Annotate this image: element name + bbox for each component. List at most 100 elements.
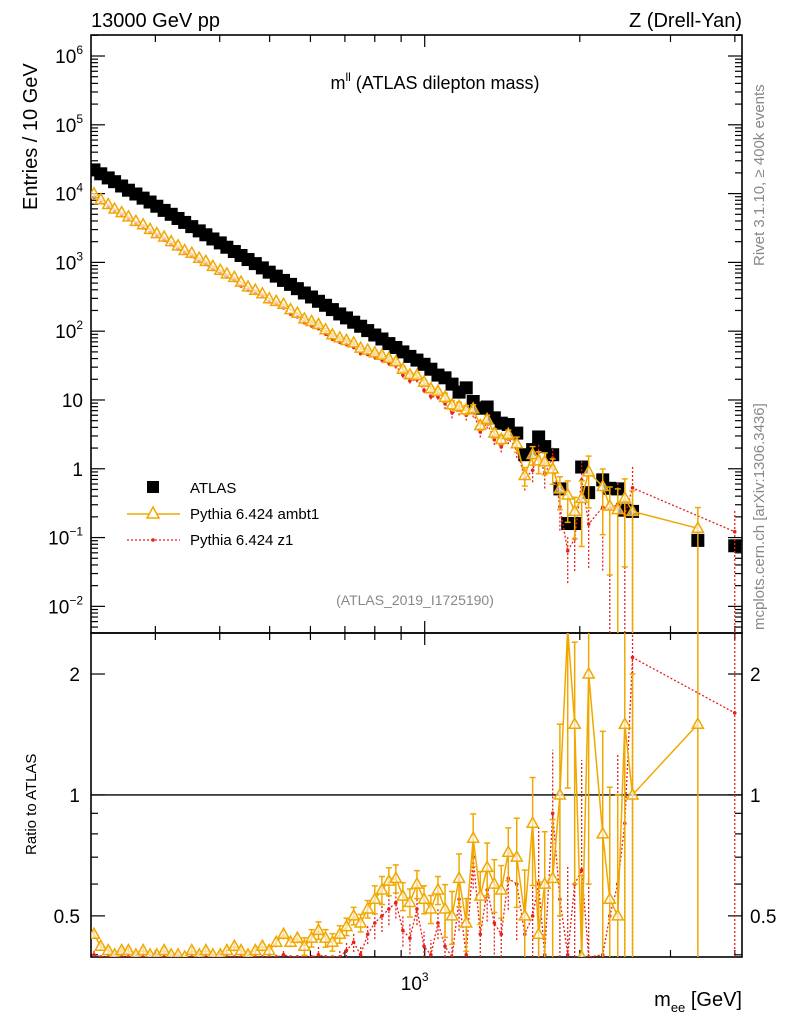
ambt1-point: [459, 915, 474, 928]
ambt1-point: [262, 291, 276, 304]
ambt1-point: [618, 490, 632, 503]
z1-point: [415, 907, 419, 911]
ambt1-point: [466, 401, 480, 414]
z1-point: [422, 944, 426, 949]
z1-point: [630, 486, 635, 490]
z1-point: [422, 388, 426, 393]
ambt1-point: [346, 335, 361, 348]
z1-point: [98, 955, 103, 957]
ambt1-point: [424, 381, 438, 394]
ambt1-point: [494, 882, 509, 895]
z1-point: [492, 921, 497, 925]
ambt1-point: [396, 361, 410, 374]
ambt1-point: [545, 870, 560, 884]
y-tick-label-base: 10: [48, 529, 69, 550]
ambt1-point: [184, 245, 199, 259]
z1-point: [443, 944, 447, 949]
legend-atlas-label: ATLAS: [190, 480, 236, 497]
z1-point: [429, 953, 433, 957]
ambt1-point: [581, 464, 596, 477]
z1-point: [565, 953, 570, 957]
ambt1-point: [410, 367, 424, 381]
z1-point: [316, 953, 321, 957]
ambt1-point: [297, 938, 312, 952]
ambt1-point: [234, 942, 248, 956]
z1-point: [732, 529, 737, 534]
ambt1-point: [424, 901, 438, 914]
ratio-tick-label-right: 1: [750, 786, 761, 807]
z1-point: [394, 900, 398, 905]
ambt1-point: [562, 622, 573, 632]
ambt1-point: [136, 217, 150, 230]
ambt1-point: [207, 947, 219, 957]
ambt1-point: [438, 389, 452, 403]
ambt1-point: [248, 282, 263, 295]
ambt1-point: [501, 844, 516, 858]
ambt1-point: [255, 938, 270, 952]
ambt1-point: [304, 313, 319, 327]
ambt1-point: [304, 930, 319, 943]
z1-point: [436, 921, 440, 925]
ambt1-point: [403, 894, 417, 908]
ambt1-point: [595, 478, 610, 492]
ambt1-point: [346, 908, 361, 921]
header-right: Z (Drell-Yan): [629, 10, 742, 32]
analysis-watermark: (ATLAS_2019_I1725190): [336, 592, 494, 608]
z1-point: [141, 955, 145, 957]
z1-point: [204, 955, 208, 957]
ambt1-point: [480, 859, 494, 873]
ambt1-point: [581, 666, 596, 679]
ambt1-point: [177, 243, 192, 256]
ambt1-point: [241, 279, 255, 292]
ambt1-point: [389, 354, 403, 367]
ambt1-point: [157, 229, 171, 242]
ambt1-point: [537, 454, 552, 467]
ambt1-point: [339, 919, 354, 932]
ambt1-point: [574, 490, 589, 504]
z1-point: [530, 914, 535, 918]
ambt1-point: [157, 942, 171, 956]
z1-point: [387, 907, 391, 911]
z1-point: [478, 430, 483, 434]
z1-point: [162, 955, 166, 957]
y-tick-label: 103: [55, 249, 83, 274]
z1-point: [274, 955, 279, 957]
z1-point: [239, 955, 243, 957]
ambt1-point: [610, 908, 625, 921]
ambt1-point: [595, 826, 610, 839]
z1-point: [106, 955, 111, 957]
ambt1-point: [431, 882, 445, 895]
ambt1-point: [360, 901, 375, 914]
ambt1-point: [129, 213, 143, 227]
ambt1-point: [445, 397, 459, 410]
ambt1-point: [290, 305, 305, 318]
ambt1-point: [509, 436, 524, 449]
rivet-label: Rivet 3.1.10, ≥ 400k events: [751, 84, 768, 266]
z1-point: [450, 955, 454, 957]
ambt1-point: [269, 293, 284, 307]
x-tick-label: 103: [401, 970, 429, 995]
ambt1-point: [480, 411, 494, 425]
ratio-plot: [91, 622, 737, 957]
z1-point: [232, 955, 237, 957]
ambt1-point: [262, 942, 276, 956]
ambt1-line: [93, 633, 699, 957]
z1-point: [408, 936, 412, 940]
ratio-tick-label-right: 0.5: [750, 907, 776, 928]
z1-point: [253, 955, 258, 957]
ambt1-point: [213, 262, 228, 276]
z1-point: [464, 953, 469, 957]
ratio-tick-label-right: 2: [750, 665, 761, 686]
ambt1-point: [691, 520, 705, 534]
ambt1-point: [283, 302, 298, 315]
ambt1-point: [93, 938, 108, 952]
upper-frame: [90, 34, 743, 634]
ambt1-point: [325, 934, 340, 947]
ambt1-point: [567, 716, 582, 729]
ambt1-point: [368, 345, 382, 358]
y-tick-label-base: 10: [55, 253, 76, 274]
z1-point: [586, 955, 591, 957]
ambt1-point: [206, 258, 220, 272]
y-tick-label-base: 10: [48, 597, 69, 618]
legend: ATLAS Pythia 6.424 ambt1 Pythia 6.424 z1: [127, 480, 319, 549]
